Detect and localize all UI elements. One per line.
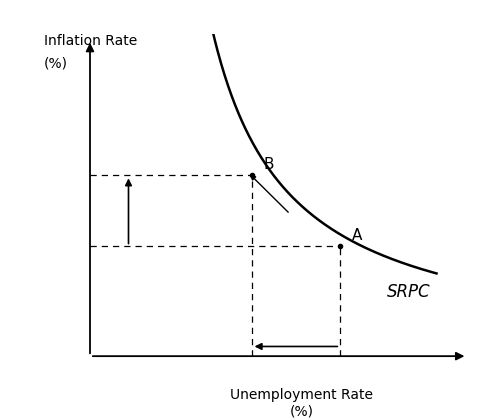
- Text: B: B: [263, 157, 274, 172]
- Text: A: A: [352, 228, 362, 243]
- Text: SRPC: SRPC: [386, 283, 430, 300]
- Text: Inflation Rate: Inflation Rate: [44, 34, 137, 47]
- Text: (%): (%): [44, 56, 68, 70]
- Text: Unemployment Rate
(%): Unemployment Rate (%): [230, 388, 373, 419]
